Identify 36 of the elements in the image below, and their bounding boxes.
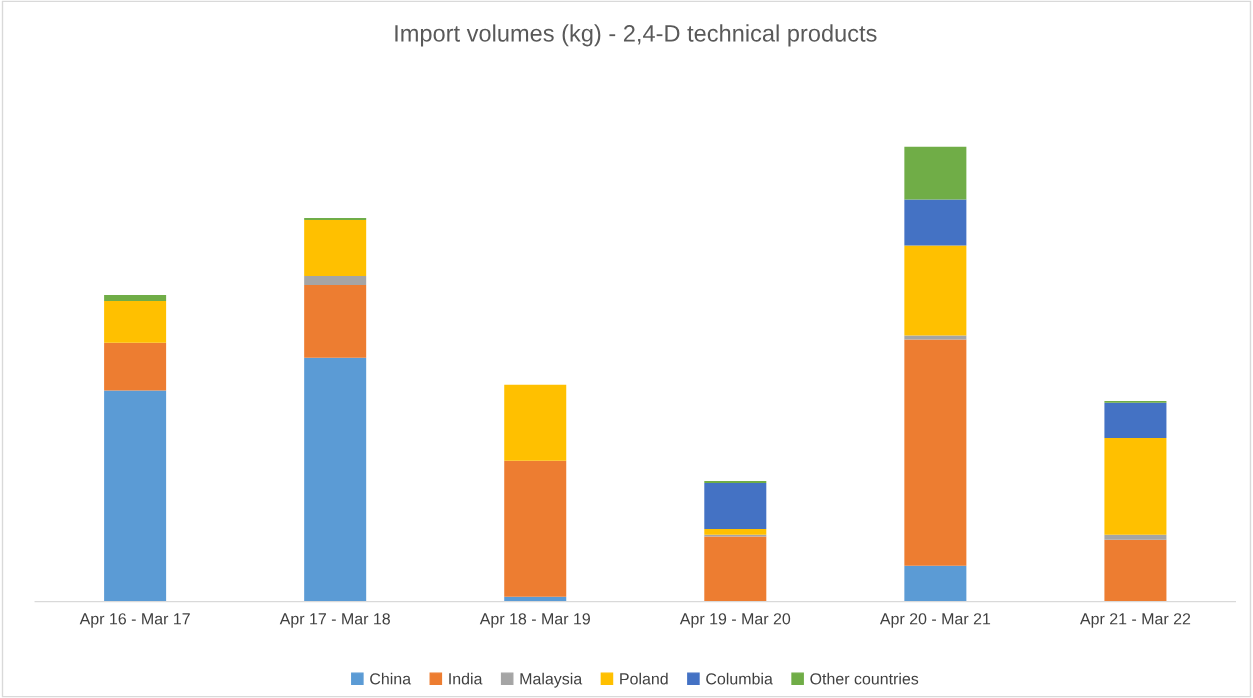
bar — [704, 482, 767, 529]
bar — [504, 460, 567, 597]
bar — [1104, 539, 1167, 602]
bar — [704, 536, 767, 602]
bar — [304, 285, 367, 358]
bar — [304, 357, 367, 602]
bar — [904, 565, 967, 602]
bar — [104, 295, 167, 301]
chart-title: Import volumes (kg) - 2,4-D technical products — [395, 24, 877, 47]
bar — [304, 219, 367, 276]
bar — [904, 245, 967, 336]
x-tick-label: Apr 16 - Mar 17 — [79, 613, 190, 628]
bar — [904, 199, 967, 246]
bar — [1104, 437, 1167, 535]
bar — [904, 146, 967, 200]
bar — [304, 275, 367, 285]
legend-label: Poland — [620, 672, 668, 685]
x-tick-label: Apr 17 - Mar 18 — [279, 613, 390, 628]
x-tick-label: Apr 19 - Mar 20 — [679, 613, 791, 628]
bar — [1104, 402, 1167, 438]
x-tick-label: Apr 21 - Mar 22 — [1079, 613, 1191, 628]
bar — [904, 335, 967, 340]
bar — [904, 339, 967, 566]
bar — [104, 300, 167, 343]
bar — [104, 390, 167, 602]
legend-label: Other countries — [810, 672, 919, 685]
legend-label: India — [449, 672, 483, 685]
legend-label: Malaysia — [520, 672, 583, 688]
bar — [104, 342, 167, 391]
legend-label: Columbia — [706, 672, 773, 685]
legend-label: China — [370, 672, 412, 685]
bar — [504, 384, 567, 461]
bar — [704, 528, 767, 535]
x-tick-label: Apr 20 - Mar 21 — [879, 613, 991, 628]
bar — [1104, 534, 1167, 540]
x-tick-label: Apr 18 - Mar 19 — [479, 613, 590, 628]
